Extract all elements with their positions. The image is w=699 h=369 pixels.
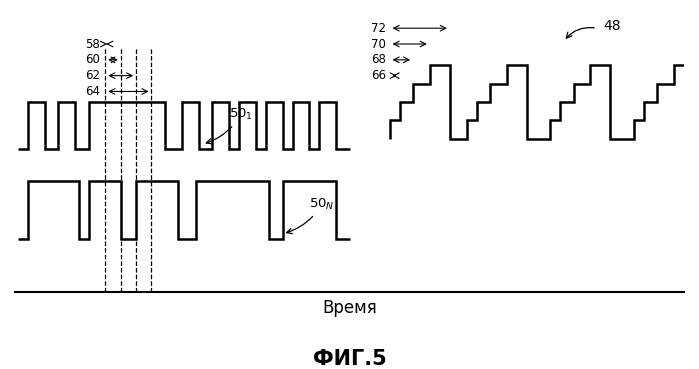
- Text: 68: 68: [371, 54, 387, 66]
- Text: 62: 62: [85, 69, 100, 82]
- Text: 48: 48: [604, 18, 621, 32]
- Text: Время: Время: [322, 299, 377, 317]
- Text: 50$_N$: 50$_N$: [287, 196, 335, 234]
- Text: ФИГ.5: ФИГ.5: [312, 349, 387, 369]
- Text: 60: 60: [85, 54, 100, 66]
- Text: 72: 72: [371, 22, 387, 35]
- Text: 64: 64: [85, 85, 100, 98]
- Text: 66: 66: [371, 69, 387, 82]
- Text: 58: 58: [85, 38, 100, 51]
- Text: 70: 70: [371, 38, 387, 51]
- Text: 50$_1$: 50$_1$: [206, 107, 253, 144]
